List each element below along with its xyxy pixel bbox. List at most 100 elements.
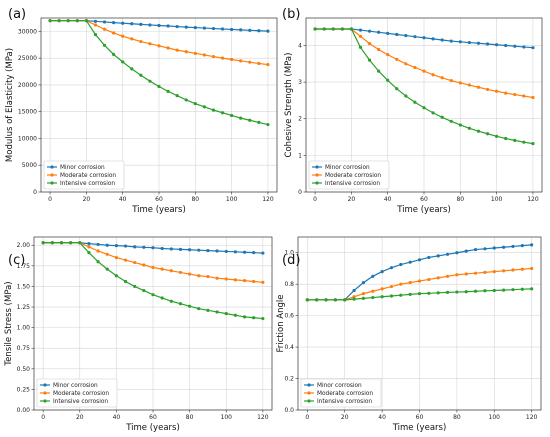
data-point [464, 290, 468, 294]
legend-label: Intensive corrosion [60, 181, 115, 187]
data-point [530, 266, 534, 271]
data-point [188, 304, 192, 308]
data-point [257, 29, 261, 33]
y-axis-label: Modulus of Elasticity (MPa) [5, 48, 15, 162]
data-point [261, 316, 265, 321]
data-point [422, 69, 426, 73]
data-point [531, 142, 535, 146]
data-point [206, 308, 210, 312]
data-point [133, 260, 137, 265]
data-point [224, 249, 228, 254]
data-point [193, 51, 197, 55]
legend-marker [307, 383, 311, 387]
data-point [358, 34, 363, 38]
data-point [239, 59, 243, 63]
legend-marker [50, 165, 54, 169]
data-point [352, 295, 356, 299]
data-point [511, 244, 515, 249]
data-point [215, 276, 219, 280]
data-point [57, 19, 61, 23]
legend-box [36, 378, 118, 408]
data-point [230, 57, 234, 62]
data-point [380, 287, 384, 291]
data-point [349, 27, 353, 31]
y-tick-label: 2.00 [17, 242, 31, 249]
legend-marker [50, 173, 54, 177]
data-point [184, 50, 188, 54]
data-point [404, 62, 408, 66]
data-point [495, 134, 499, 138]
data-point [476, 129, 481, 133]
data-point [169, 299, 173, 303]
data-point [206, 248, 210, 253]
data-point [352, 297, 356, 301]
data-point [440, 115, 444, 119]
data-point [427, 255, 431, 260]
data-point [188, 272, 192, 276]
x-tick-label: 20 [76, 414, 84, 421]
legend-marker [43, 399, 47, 403]
legend-marker [315, 181, 319, 185]
data-point [87, 245, 91, 249]
x-tick-label: 120 [527, 196, 539, 203]
data-point [531, 46, 535, 50]
data-point [522, 94, 526, 98]
panel-label: (c) [8, 253, 25, 268]
data-point [130, 67, 134, 71]
data-point [467, 83, 471, 87]
data-point [123, 279, 128, 284]
data-point [160, 296, 164, 300]
data-point [492, 288, 496, 293]
data-point [331, 27, 335, 31]
y-tick-label: 0 [33, 189, 37, 196]
data-point [404, 33, 408, 38]
data-point [520, 287, 524, 291]
data-point [133, 284, 137, 289]
data-point [352, 288, 356, 293]
data-point [377, 69, 381, 73]
y-axis-label: Friction Angle [276, 295, 286, 353]
data-point [102, 27, 107, 31]
x-tick-label: 80 [191, 196, 199, 203]
data-point [502, 288, 506, 292]
data-point [511, 268, 515, 272]
data-point [239, 116, 243, 120]
data-point [513, 44, 517, 48]
data-point [139, 73, 143, 77]
data-point [151, 265, 155, 270]
data-point [112, 31, 116, 35]
legend-box [43, 160, 125, 190]
x-tick-label: 80 [456, 196, 464, 203]
y-tick-label: 1.50 [17, 283, 31, 290]
data-point [123, 244, 128, 248]
data-point [166, 89, 170, 93]
data-point [445, 252, 450, 256]
data-point [513, 138, 517, 142]
data-point [211, 26, 216, 31]
x-tick-label: 0 [48, 196, 52, 203]
legend-marker [315, 165, 319, 169]
data-point [93, 19, 98, 23]
y-tick-label: 1 [298, 152, 302, 159]
data-point [467, 40, 471, 45]
data-point [242, 315, 247, 319]
y-tick-label: 0.4 [284, 344, 294, 351]
y-tick-label: 1.25 [17, 304, 31, 311]
data-point [139, 22, 143, 26]
data-point [333, 298, 337, 302]
data-point [417, 279, 422, 283]
data-point [367, 42, 372, 46]
data-point [112, 21, 116, 25]
data-point [449, 79, 453, 83]
data-point [248, 28, 252, 32]
data-point [431, 73, 435, 77]
data-point [166, 24, 170, 28]
x-tick-label: 20 [341, 414, 349, 421]
data-point [449, 119, 453, 123]
x-tick-label: 120 [262, 196, 274, 203]
data-point [242, 250, 247, 254]
data-point [202, 105, 206, 109]
legend-box [300, 378, 382, 408]
data-point [504, 43, 508, 48]
data-point [175, 48, 179, 52]
